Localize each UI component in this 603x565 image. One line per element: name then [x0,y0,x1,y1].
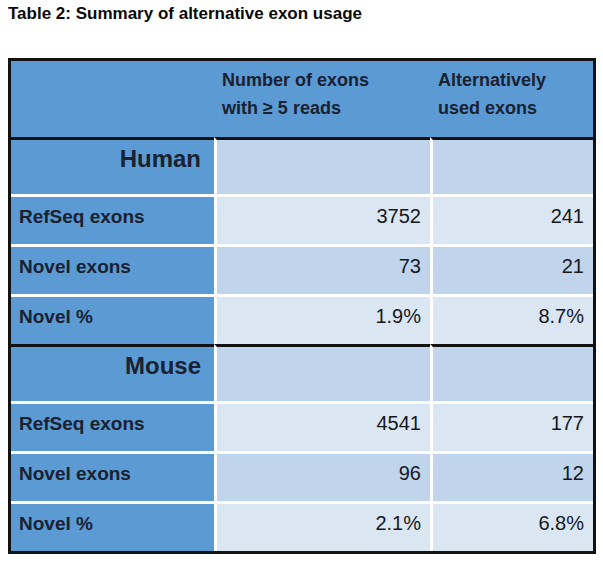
row-label-mouse-novel-exons: Novel exons [11,451,214,501]
table-grid: Number of exons with ≥ 5 reads Alternati… [11,61,593,551]
value-human-refseq-exons-ge5: 3752 [214,194,430,244]
row-label-mouse-novel-pct: Novel % [11,501,214,551]
value-human-novel-exons-ge5: 73 [214,244,430,294]
header-empty-cell [11,61,214,137]
page: Table 2: Summary of alternative exon usa… [0,0,603,565]
row-label-mouse-refseq-exons: RefSeq exons [11,401,214,451]
value-mouse-novel-pct-ge5: 2.1% [214,501,430,551]
section-header-human: Human [11,137,214,194]
header-col-exons-line1: Number of exons [222,66,422,94]
section-human-empty-cell-2 [430,137,593,194]
value-mouse-novel-alt-used: 12 [430,451,593,501]
table-caption: Table 2: Summary of alternative exon usa… [8,4,603,24]
section-mouse-empty-cell-1 [214,344,430,401]
value-mouse-novel-exons-ge5: 96 [214,451,430,501]
value-mouse-novel-pct-alt-used: 6.8% [430,501,593,551]
header-col-alternatively-used: Alternatively used exons [430,61,593,137]
header-col-alt-line2: used exons [438,94,585,122]
row-label-human-refseq-exons: RefSeq exons [11,194,214,244]
row-label-human-novel-exons: Novel exons [11,244,214,294]
exon-usage-table: Number of exons with ≥ 5 reads Alternati… [8,58,596,554]
value-human-novel-pct-ge5: 1.9% [214,294,430,344]
value-human-novel-alt-used: 21 [430,244,593,294]
section-human-empty-cell-1 [214,137,430,194]
header-col-exons-line2: with ≥ 5 reads [222,94,422,122]
value-human-novel-pct-alt-used: 8.7% [430,294,593,344]
header-col-exons-ge5-reads: Number of exons with ≥ 5 reads [214,61,430,137]
value-human-refseq-alt-used: 241 [430,194,593,244]
row-label-human-novel-pct: Novel % [11,294,214,344]
header-col-alt-line1: Alternatively [438,66,585,94]
value-mouse-refseq-exons-ge5: 4541 [214,401,430,451]
section-mouse-empty-cell-2 [430,344,593,401]
value-mouse-refseq-alt-used: 177 [430,401,593,451]
section-header-mouse: Mouse [11,344,214,401]
